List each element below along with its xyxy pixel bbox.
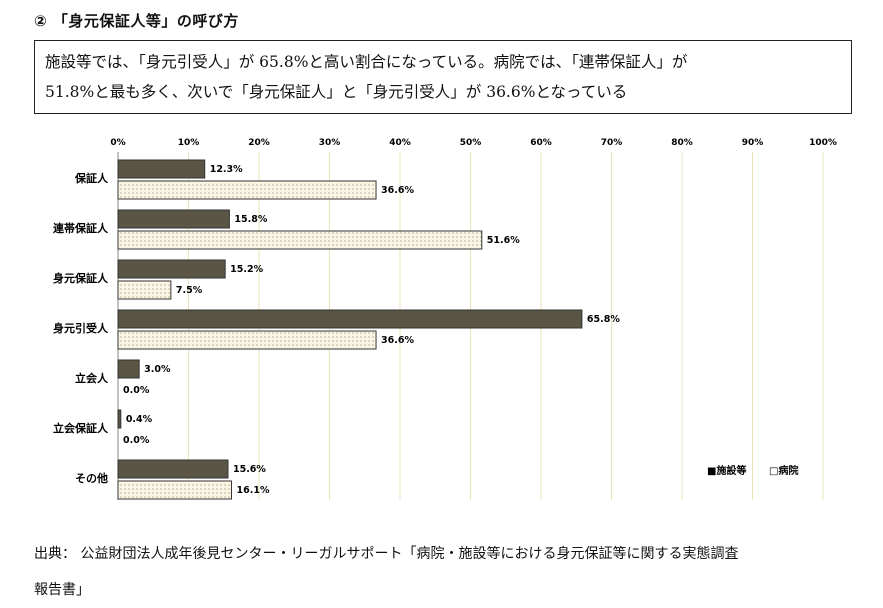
- x-tick-label: 10%: [178, 138, 200, 148]
- bar: [117, 230, 483, 250]
- source-note: 出典： 公益財団法人成年後見センター・リーガルサポート「病院・施設等における身元…: [34, 536, 864, 608]
- bar-chart: 0% 10% 20% 30% 40% 50% 60% 70% 80% 90% 100% 保証人連帯保…: [53, 138, 837, 500]
- data-label: 15.8%: [234, 214, 267, 225]
- bar: [117, 409, 122, 429]
- x-tick-label: 0%: [110, 138, 125, 148]
- summary-line-1: 施設等では、「身元引受人」が 65.8%と高い割合になっている。病院では、「連帯…: [45, 53, 688, 71]
- data-label: 15.2%: [230, 264, 263, 275]
- category-label: 立会人: [75, 371, 109, 385]
- data-labels: 12.3% 36.6% 15.8% 51.6% 15.2% 7.5% 65.8% 36.6% 3…: [123, 164, 620, 496]
- bar: [117, 330, 377, 350]
- bars: [117, 159, 583, 500]
- legend: ■施設等 □病院: [707, 464, 798, 477]
- summary-line-2: 51.8%と最も多く、次いで「身元保証人」と「身元引受人」が 36.6%となって…: [45, 83, 628, 101]
- x-tick-label: 50%: [460, 138, 482, 148]
- category-label: 立会保証人: [53, 421, 109, 435]
- legend-item: ■施設等: [707, 464, 746, 477]
- data-label: 16.1%: [237, 485, 270, 496]
- x-tick-label: 40%: [389, 138, 411, 148]
- bar: [117, 280, 172, 300]
- x-tick-label: 90%: [742, 138, 764, 148]
- bar: [117, 209, 230, 229]
- data-label: 3.0%: [144, 364, 171, 375]
- bar: [117, 359, 140, 379]
- x-tick-label: 70%: [601, 138, 623, 148]
- data-label: 0.0%: [123, 385, 150, 396]
- source-line-2: 報告書」: [34, 582, 90, 598]
- data-label: 0.0%: [123, 435, 150, 446]
- category-label: 身元保証人: [53, 271, 109, 285]
- data-label: 36.6%: [381, 335, 414, 346]
- data-label: 0.4%: [126, 414, 153, 425]
- x-tick-label: 60%: [530, 138, 552, 148]
- data-label: 7.5%: [176, 285, 203, 296]
- x-tick-label: 100%: [809, 138, 837, 148]
- x-tick-label: 20%: [248, 138, 270, 148]
- source-line-1: 出典： 公益財団法人成年後見センター・リーガルサポート「病院・施設等における身元…: [34, 546, 739, 562]
- bar: [117, 180, 377, 200]
- summary-box: 施設等では、「身元引受人」が 65.8%と高い割合になっている。病院では、「連帯…: [34, 40, 852, 114]
- data-label: 12.3%: [210, 164, 243, 175]
- data-label: 51.6%: [487, 235, 520, 246]
- category-label: 保証人: [74, 171, 109, 185]
- x-tick-label: 80%: [671, 138, 693, 148]
- x-tick-label: 30%: [319, 138, 341, 148]
- category-label: 身元引受人: [53, 321, 109, 335]
- bar: [117, 309, 583, 329]
- category-label: その他: [75, 471, 108, 485]
- data-label: 65.8%: [587, 314, 620, 325]
- data-label: 15.6%: [233, 464, 266, 475]
- category-label: 連帯保証人: [53, 221, 109, 235]
- x-axis-ticks: 0% 10% 20% 30% 40% 50% 60% 70% 80% 90% 100%: [110, 138, 837, 148]
- bar: [117, 459, 229, 479]
- data-label: 36.6%: [381, 185, 414, 196]
- bar: [117, 259, 226, 279]
- bar: [117, 159, 206, 179]
- legend-item: □病院: [769, 464, 798, 477]
- section-heading: ② 「身元保証人等」の呼び方: [34, 12, 239, 30]
- bar: [117, 480, 233, 500]
